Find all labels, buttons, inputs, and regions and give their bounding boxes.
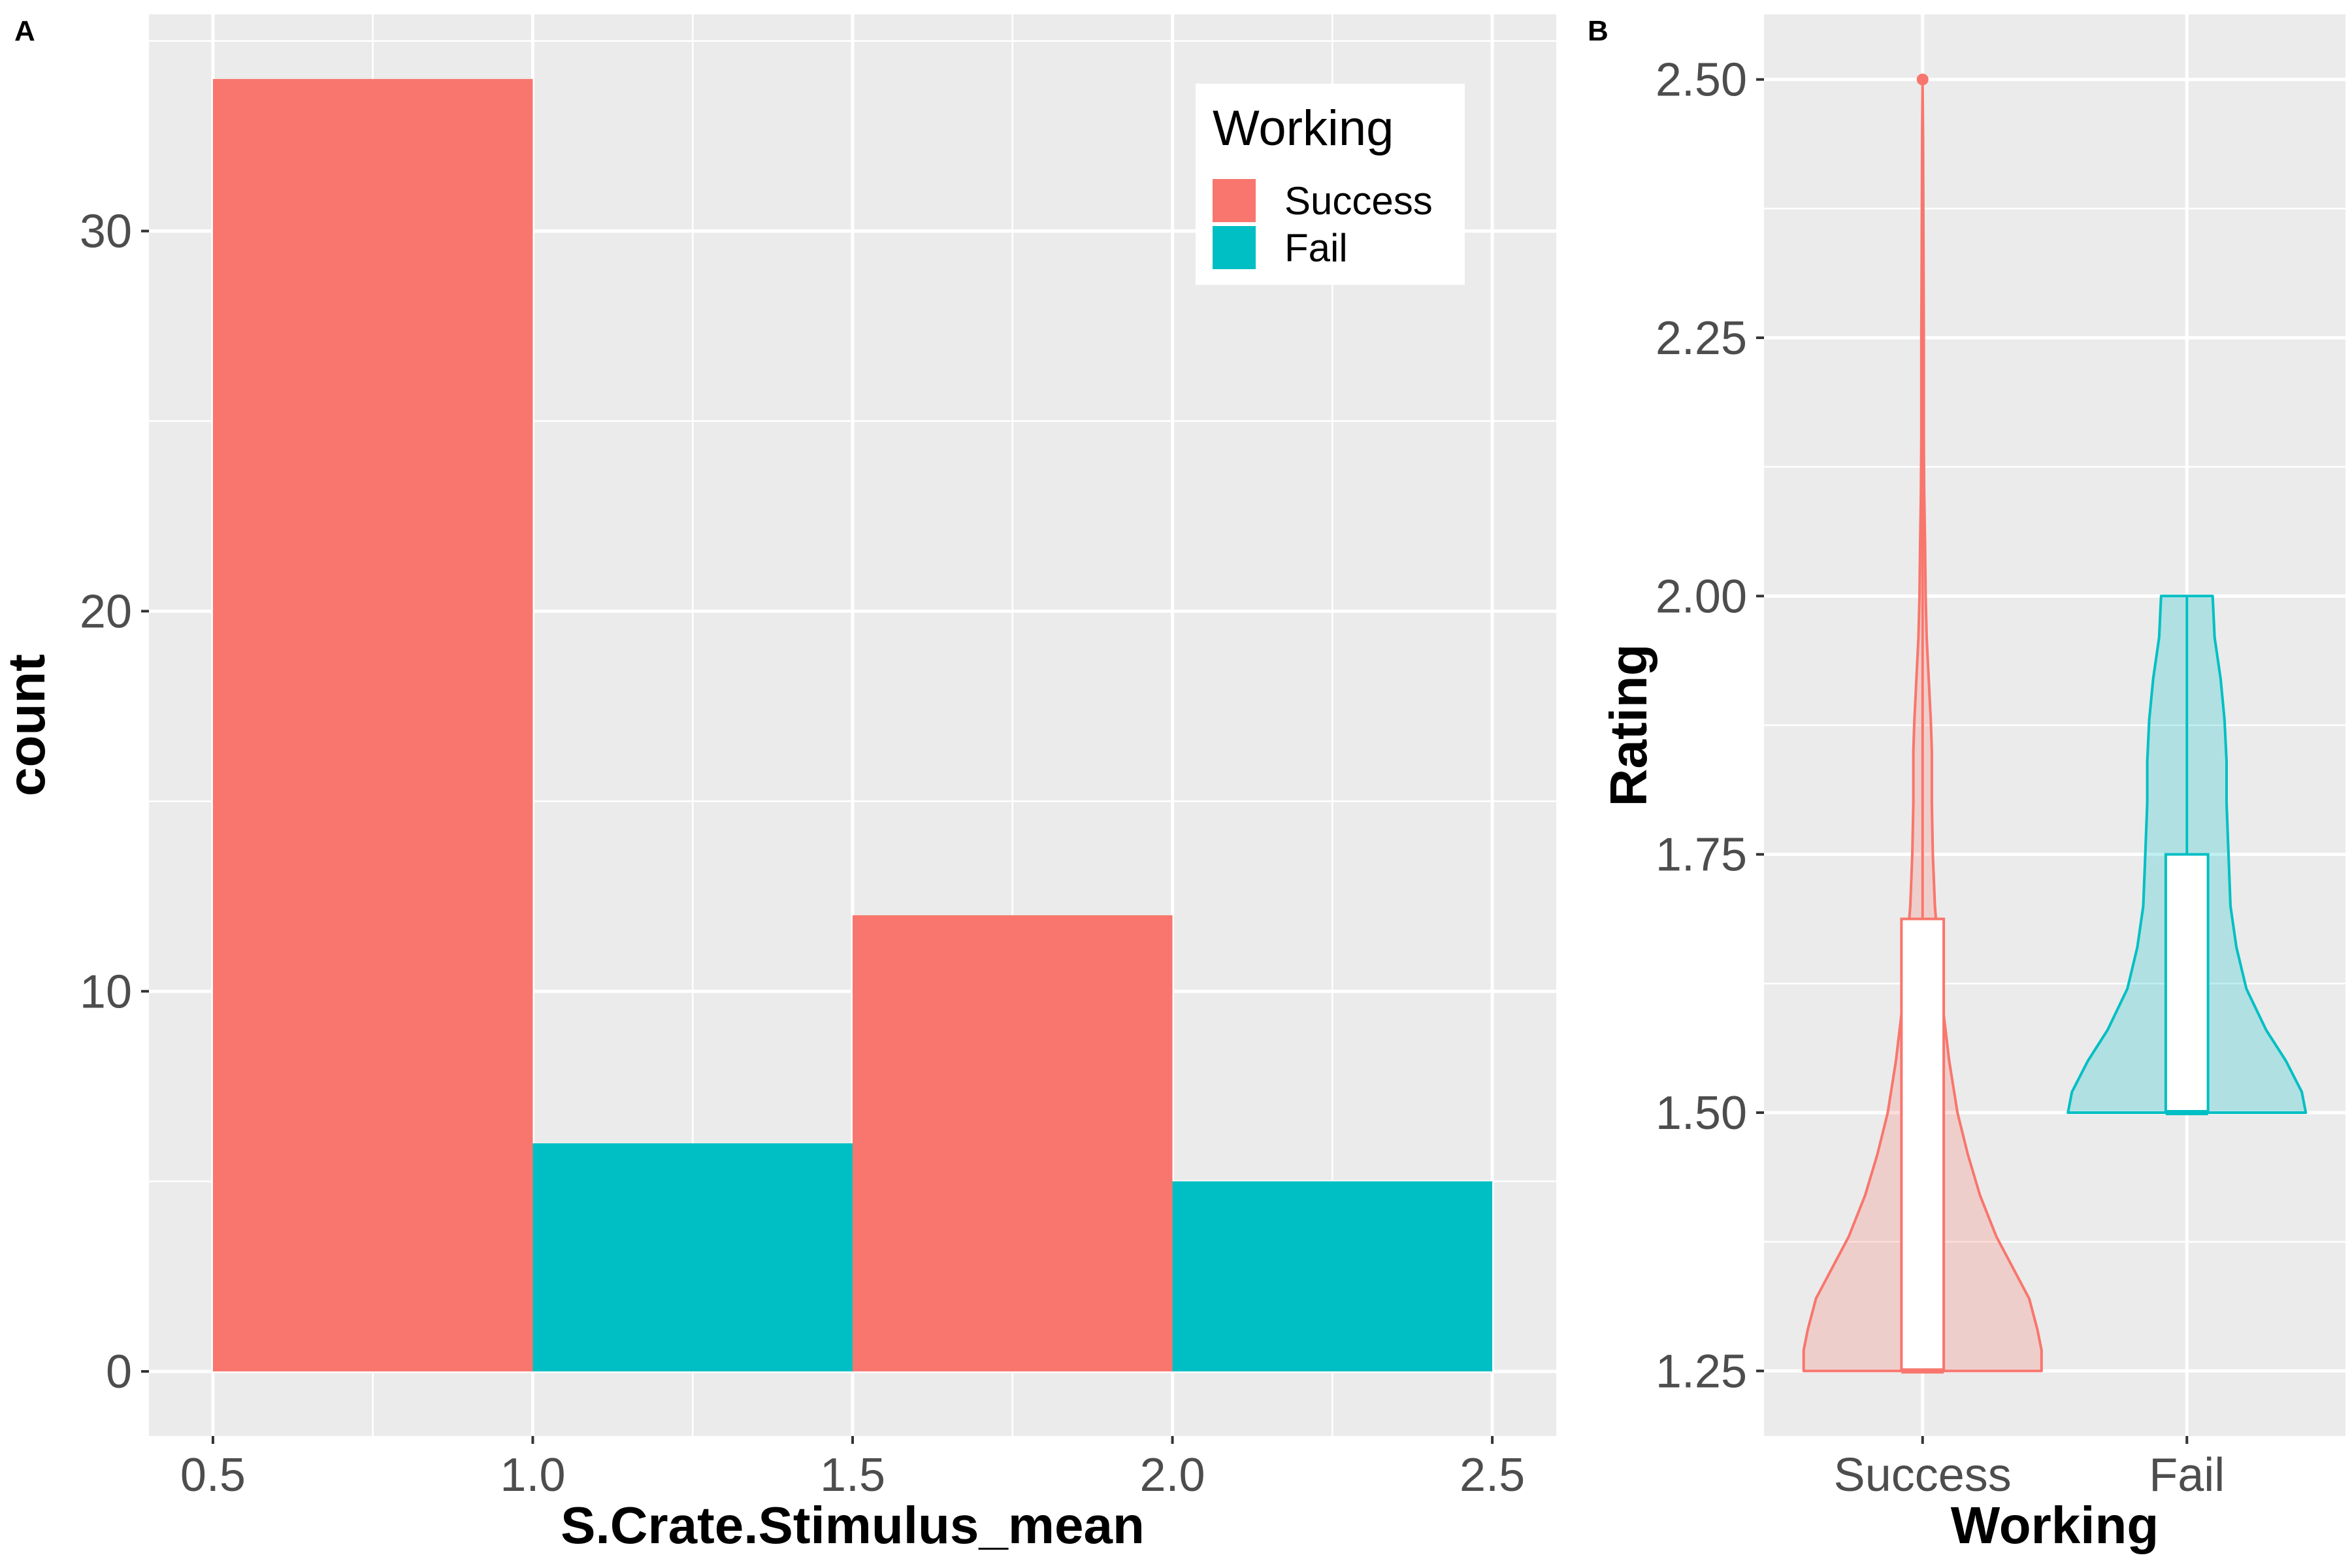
panel-b-ticks <box>1756 78 2189 1444</box>
y-tick-label: 30 <box>80 206 132 258</box>
y-tick-label: 0 <box>106 1346 132 1398</box>
panel-a-letter: A <box>14 15 35 47</box>
y-tick-label: 1.75 <box>1656 829 1747 881</box>
panel-b-violins <box>1802 73 2308 1374</box>
x-tick-label: 1.0 <box>500 1449 565 1501</box>
panel-a-histogram: A 0.5 1.0 1.5 2.0 2.5 0 10 20 30 S.Crate.Stimulu… <box>0 14 1556 1554</box>
legend-label-fail: Fail <box>1284 226 1348 270</box>
box-fail <box>2164 853 2210 1115</box>
legend-label-success: Success <box>1284 179 1433 223</box>
panel-b-x-axis-title: Working <box>1951 1496 2159 1554</box>
bar-fail-2 <box>1172 1181 1493 1372</box>
bar-success-0_5 <box>212 78 533 1372</box>
panel-b-violin: B 1.25 1.50 1.75 2.00 2.25 2.50 Success Fail Wo… <box>1588 14 2345 1554</box>
panel-a-tick-labels: 0.5 1.0 1.5 2.0 2.5 0 10 20 30 <box>80 206 1525 1501</box>
bar-success-1_5 <box>853 915 1173 1372</box>
legend-key-fail <box>1213 226 1256 269</box>
y-tick-label: 20 <box>80 585 132 638</box>
y-tick-label: 2.25 <box>1656 312 1747 365</box>
x-tick-label: 1.5 <box>820 1449 885 1501</box>
legend-title: Working <box>1213 101 1394 156</box>
x-tick-label-success: Success <box>1834 1449 2012 1501</box>
bar-fail-1 <box>532 1143 853 1372</box>
x-tick-label: 2.5 <box>1460 1449 1525 1501</box>
y-tick-label: 2.50 <box>1656 54 1747 106</box>
legend-key-success <box>1213 179 1256 222</box>
y-tick-label: 1.50 <box>1656 1087 1747 1139</box>
x-tick-label-fail: Fail <box>2149 1449 2225 1501</box>
panel-a-bars <box>212 78 1493 1372</box>
y-tick-label: 10 <box>80 966 132 1018</box>
panel-a-x-axis-title: S.Crate.Stimulus_mean <box>561 1496 1145 1554</box>
panel-a-ticks <box>141 229 1494 1444</box>
x-tick-label: 2.0 <box>1139 1449 1205 1501</box>
panel-b-tick-labels: 1.25 1.50 1.75 2.00 2.25 2.50 Success Fail <box>1656 54 2225 1501</box>
box-success <box>1900 917 1946 1373</box>
outlier-success <box>1916 73 1929 86</box>
y-tick-label: 1.25 <box>1656 1345 1747 1397</box>
panel-b-letter: B <box>1588 15 1609 47</box>
y-tick-label: 2.00 <box>1656 570 1747 623</box>
panel-b-minor-grid <box>1764 208 2345 1243</box>
panel-b-y-axis-title: Rating <box>1599 644 1658 807</box>
panel-a-y-axis-title: count <box>0 654 56 796</box>
legend: Working Success Fail <box>1196 84 1465 285</box>
x-tick-label: 0.5 <box>180 1449 246 1501</box>
